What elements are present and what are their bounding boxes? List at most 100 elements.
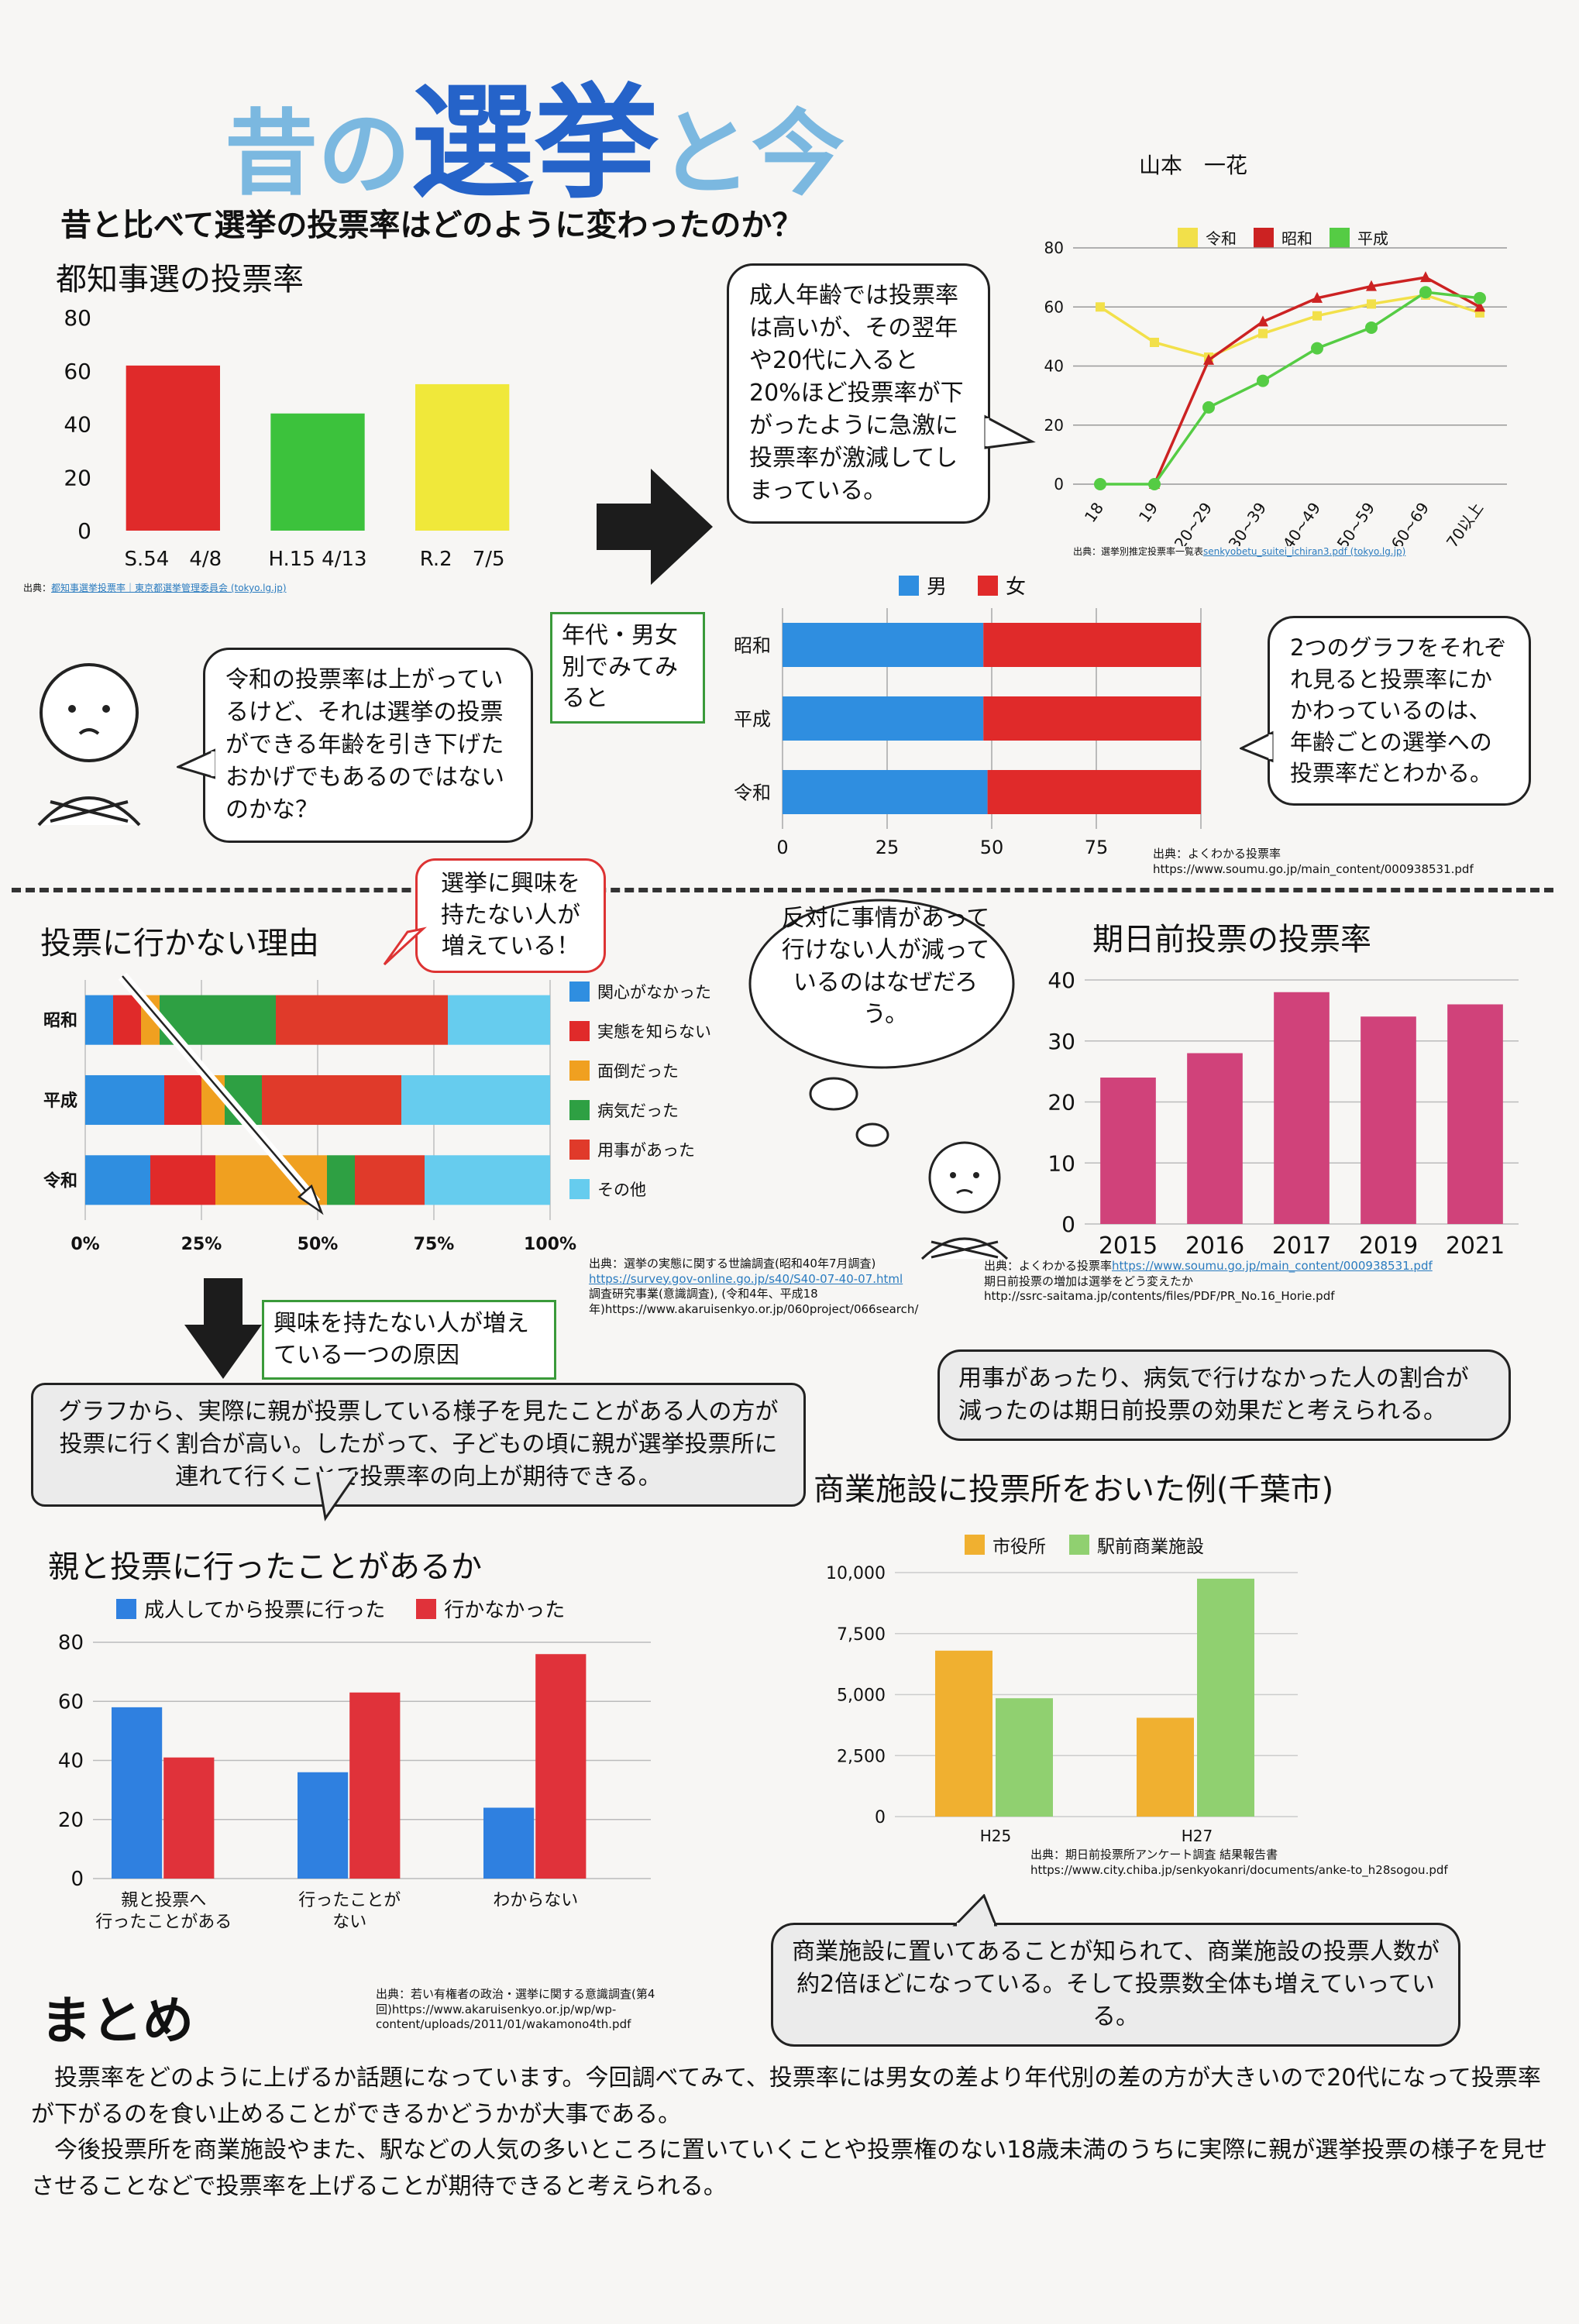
- y-tick-label: 平成: [43, 1092, 77, 1111]
- y-tick-label: 80: [64, 305, 91, 331]
- early-source-label: 出典：よくわかる投票率: [984, 1259, 1113, 1273]
- x-tick-label: 0: [776, 837, 788, 858]
- bar: [112, 1707, 163, 1879]
- bar-segment: [85, 995, 113, 1045]
- y-tick-label: 昭和: [734, 635, 771, 657]
- early-comment-bubble: 用事があったり、病気で行けなかった人の割合が減ったのは期日前投票の効果だと考えら…: [937, 1349, 1511, 1441]
- legend-swatch: [899, 575, 919, 596]
- interest-reason-box: 興味を持たない人が増えている一つの原因: [262, 1300, 556, 1380]
- summary-paragraph-1: 投票率をどのように上げるか話題になっています。今回調べてみて、投票率には男女の差…: [31, 2064, 1541, 2128]
- bar-segment: [987, 770, 1201, 814]
- data-point: [1365, 321, 1378, 334]
- legend-swatch: [416, 1598, 437, 1619]
- bar: [163, 1757, 215, 1879]
- bubble-tail: [316, 1472, 359, 1521]
- bar-segment: [150, 1155, 215, 1205]
- early-section-title: 期日前投票の投票率: [1092, 922, 1371, 957]
- legend-item: 男: [899, 571, 947, 600]
- down-arrow-icon: [184, 1278, 262, 1379]
- data-point: [1474, 301, 1485, 312]
- arrow-icon: [122, 975, 317, 1204]
- data-point: [1202, 401, 1215, 414]
- commercial-section-title: 商業施設に投票所をおいた例(千葉市): [814, 1472, 1334, 1508]
- legend-swatch: [569, 982, 590, 1002]
- bar: [535, 1654, 587, 1879]
- legend-label: 駅前商業施設: [1097, 1537, 1204, 1557]
- commercial-legend: 市役所 駅前商業施設: [965, 1532, 1204, 1558]
- bar-segment: [783, 623, 984, 667]
- reasons-source: 出典：選挙の実態に関する世論調査(昭和40年7月調査) https://surv…: [589, 1257, 945, 1317]
- reasons-source-2: 調査研究事業(意識調査), (令和4年、平成18年)https://www.ak…: [589, 1287, 919, 1316]
- commercial-source-url[interactable]: https://www.city.chiba.jp/senkyokanri/do…: [1030, 1862, 1448, 1877]
- y-tick-label: 10: [1048, 1150, 1075, 1176]
- legend-label: 用事があった: [597, 1141, 695, 1160]
- legend-swatch: [116, 1598, 136, 1619]
- legend-item: 成人してから投票に行った: [116, 1594, 385, 1623]
- tokyo-source-link[interactable]: 都知事選挙投票率｜東京都選挙管理委員会 (tokyo.lg.jp): [51, 583, 287, 593]
- x-tick-label: 親と投票へ: [121, 1891, 206, 1910]
- x-tick-label: H27: [1182, 1827, 1213, 1845]
- x-tick-label: 40~49: [1279, 499, 1324, 546]
- legend-swatch: [569, 1100, 590, 1120]
- legend-label: 病気だった: [597, 1102, 679, 1120]
- x-tick-label: H25: [980, 1827, 1012, 1845]
- y-tick-label: 80: [1044, 239, 1064, 257]
- y-tick-label: 令和: [43, 1171, 77, 1191]
- commercial-source-label: 出典：期日前投票所アンケート調査 結果報告書: [1030, 1848, 1278, 1862]
- early-source-link[interactable]: https://www.soumu.go.jp/main_content/000…: [1112, 1259, 1433, 1273]
- legend-item: 実態を知らない: [569, 1019, 711, 1043]
- data-point: [1257, 374, 1269, 387]
- bar: [1100, 1078, 1156, 1224]
- x-tick-label: 50: [980, 837, 1004, 858]
- legend-item: 用事があった: [569, 1138, 711, 1161]
- bar-segment: [448, 995, 550, 1045]
- reasons-section-title: 投票に行かない理由: [40, 926, 319, 961]
- data-point: [1419, 286, 1432, 299]
- y-tick-label: 60: [1044, 297, 1064, 316]
- summary-paragraph-2: 今後投票所を商業施設やまた、駅などの人気の多いところに置いていくことや投票権のな…: [31, 2137, 1548, 2200]
- legend-item: 女: [978, 571, 1026, 600]
- data-point: [1367, 299, 1376, 309]
- commercial-comment-bubble: 商業施設に置いてあることが知られて、商業施設の投票人数が約2倍ほどになっている。…: [771, 1923, 1460, 2047]
- data-point: [1366, 280, 1377, 291]
- parents-legend: 成人してから投票に行った 行かなかった: [116, 1594, 565, 1623]
- data-point: [1148, 478, 1161, 490]
- bar: [1197, 1578, 1254, 1817]
- legend-swatch: [965, 1535, 985, 1555]
- x-tick-label: 100%: [524, 1235, 576, 1254]
- summary-heading: まとめ: [40, 1991, 194, 2051]
- y-tick-label: 60: [64, 359, 91, 384]
- data-point: [1094, 478, 1106, 490]
- x-tick-label: 25: [876, 837, 900, 858]
- age-gender-box: 年代・男女別でみてみると: [550, 612, 705, 724]
- series-line: [1153, 276, 1481, 485]
- legend-label: 男: [927, 576, 948, 599]
- age-source: 出典：選挙別推定投票率一覧表senkyobetu_suitei_ichiran3…: [1073, 546, 1405, 559]
- x-tick-label: 2021: [1446, 1232, 1505, 1260]
- bubble-tail: [984, 414, 1036, 449]
- y-tick-label: 5,000: [837, 1686, 886, 1706]
- title-part-1: 昔の: [225, 99, 411, 208]
- legend-item: 平成: [1330, 226, 1388, 249]
- y-tick-label: 20: [1048, 1090, 1075, 1116]
- reasons-source-link[interactable]: https://survey.gov-online.go.jp/s40/S40-…: [589, 1271, 903, 1286]
- bar-segment: [355, 1155, 425, 1205]
- x-tick-label: 0%: [71, 1235, 99, 1254]
- legend-label: 実態を知らない: [597, 1023, 711, 1041]
- parents-source: 出典：若い有権者の政治・選挙に関する意識調査(第4回)https://www.a…: [376, 1987, 655, 2031]
- bar-segment: [85, 1155, 150, 1205]
- x-tick-label: 30~39: [1225, 499, 1270, 546]
- arrow-head-icon: [297, 1184, 324, 1215]
- legend-swatch: [569, 1140, 590, 1160]
- data-point: [1203, 353, 1214, 365]
- early-source-3: http://ssrc-saitama.jp/contents/files/PD…: [984, 1289, 1335, 1303]
- research-question: 昔と比べて選挙の投票率はどのように変わったのか？: [60, 208, 803, 243]
- age-source-link[interactable]: senkyobetu_suitei_ichiran3.pdf (tokyo.lg…: [1203, 546, 1406, 557]
- y-tick-label: 20: [64, 465, 91, 490]
- legend-swatch: [1254, 227, 1274, 248]
- gender-source-url[interactable]: https://www.soumu.go.jp/main_content/000…: [1153, 861, 1474, 876]
- y-tick-label: 平成: [734, 709, 771, 731]
- commercial-source: 出典：期日前投票所アンケート調査 結果報告書 https://www.city.…: [1030, 1848, 1448, 1878]
- tokyo-source-label: 出典：: [23, 583, 52, 593]
- y-tick-label: 30: [1048, 1029, 1075, 1054]
